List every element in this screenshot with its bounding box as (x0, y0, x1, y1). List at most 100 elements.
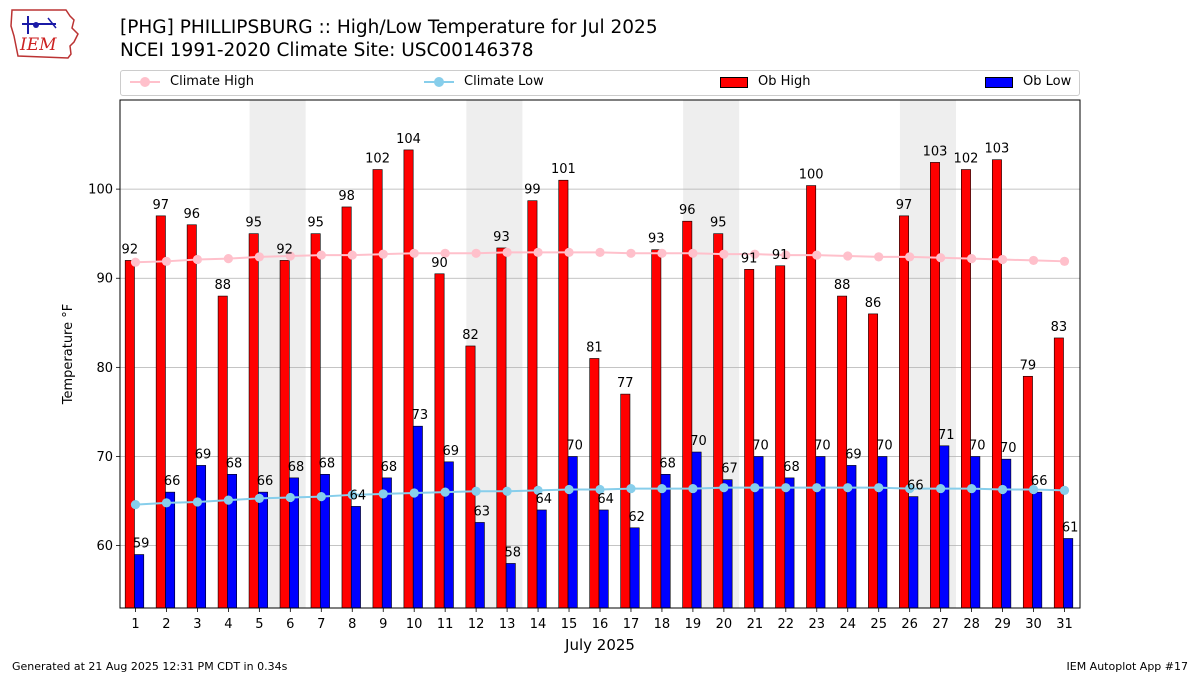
ob-high-label: 91 (741, 251, 758, 266)
ob-low-bar (784, 477, 795, 609)
y-tick-label: 80 (96, 361, 113, 376)
ob-low-bar (908, 496, 919, 609)
ob-high-label: 93 (648, 232, 665, 247)
ob-high-label: 88 (834, 278, 851, 293)
climate-high-point (750, 249, 760, 259)
ob-low-bar (1032, 491, 1043, 609)
x-tick-label: 5 (255, 617, 263, 632)
ob-high-label: 96 (183, 207, 200, 222)
climate-low-point (688, 483, 698, 494)
climate-high-point (812, 250, 822, 260)
ob-high-bar (620, 393, 631, 609)
climate-high-point (874, 252, 884, 262)
climate-high-point (409, 248, 419, 258)
climate-low-point (564, 484, 574, 495)
climate-low-point (130, 500, 141, 510)
climate-high-point (657, 248, 667, 258)
ob-high-bar (961, 169, 971, 609)
climate-high-point (626, 248, 636, 258)
ob-low-label: 62 (628, 510, 645, 525)
climate-high-point (936, 253, 946, 263)
ob-high-label: 88 (214, 278, 231, 293)
ob-low-label: 69 (195, 447, 212, 462)
legend-ob-high-label: Ob High (758, 74, 811, 89)
climate-low-point (874, 483, 884, 493)
ob-low-bar (598, 509, 609, 609)
x-tick-label: 19 (685, 617, 702, 632)
x-tick-label: 31 (1056, 617, 1073, 632)
ob-high-bar (806, 185, 817, 609)
ob-high-bar (465, 345, 476, 609)
ob-high-label: 95 (710, 216, 727, 231)
climate-high-point (378, 249, 388, 259)
legend-climate-high-label: Climate High (170, 74, 255, 89)
x-tick-label: 4 (224, 617, 232, 632)
climate-low-point (967, 483, 977, 494)
ob-high-label: 86 (865, 296, 882, 311)
ob-high-label: 93 (493, 230, 510, 245)
ob-high-bar (248, 233, 259, 609)
x-tick-label: 1 (131, 617, 139, 632)
ob-high-label: 90 (431, 256, 448, 271)
climate-low-point (936, 483, 946, 494)
y-tick-label: 100 (88, 183, 113, 198)
climate-low-point (347, 490, 357, 500)
ob-high-label: 82 (462, 328, 479, 343)
ob-high-label: 92 (276, 242, 293, 257)
ob-low-bar (629, 527, 640, 609)
x-tick-label: 30 (1025, 617, 1042, 632)
ob-low-bar (443, 461, 454, 609)
ob-low-bar (350, 506, 361, 609)
climate-high-point (285, 251, 295, 261)
climate-high-point (130, 257, 141, 267)
climate-low-point (440, 487, 450, 497)
ob-low-bar (165, 491, 176, 609)
climate-high-point (223, 254, 233, 264)
climate-low-point (409, 488, 419, 498)
ob-low-bar (939, 445, 950, 609)
x-tick-label: 29 (994, 617, 1011, 632)
x-tick-label: 16 (592, 617, 609, 632)
climate-low-point (316, 491, 326, 502)
ob-low-label: 71 (938, 428, 955, 443)
ob-low-label: 64 (535, 492, 552, 507)
iem-logo: IEM (10, 9, 79, 59)
climate-high-point (161, 256, 172, 266)
ob-low-bar (567, 456, 578, 609)
climate-low-point (378, 489, 388, 499)
ob-low-bar (970, 456, 981, 609)
ob-high-label: 100 (799, 168, 824, 183)
ob-high-bar (372, 169, 383, 609)
climate-high-point (347, 250, 357, 260)
ob-low-bar (505, 563, 516, 609)
iowa-state-outline-icon (10, 9, 79, 59)
x-tick-label: 6 (286, 617, 294, 632)
ob-low-label: 68 (288, 460, 305, 475)
climate-low-point (502, 486, 512, 496)
climate-low-point (781, 483, 791, 493)
chart-subtitle: NCEI 1991-2020 Climate Site: USC00146378 (120, 40, 534, 61)
ob-low-label: 68 (783, 460, 800, 475)
ob-high-bar (403, 149, 414, 609)
x-tick-label: 27 (932, 617, 949, 632)
ob-low-label: 68 (381, 460, 398, 475)
ob-high-label: 103 (985, 142, 1010, 157)
climate-high-point (1028, 255, 1039, 266)
climate-high-point (595, 247, 605, 257)
x-tick-label: 20 (716, 617, 733, 632)
climate-low-point (657, 483, 667, 494)
x-tick-label: 15 (561, 617, 578, 632)
ob-high-bar (589, 358, 600, 609)
x-tick-label: 9 (379, 617, 387, 632)
x-tick-label: 11 (437, 617, 454, 632)
climate-low-point (471, 486, 481, 496)
ob-high-label: 92 (122, 242, 139, 257)
plot-frame (119, 99, 1081, 609)
ob-low-label: 59 (133, 537, 150, 552)
ob-low-label: 70 (814, 438, 831, 453)
x-tick-label: 7 (317, 617, 325, 632)
ob-high-label: 103 (923, 144, 948, 159)
ob-high-label: 83 (1051, 320, 1068, 335)
ob-low-label: 73 (412, 408, 429, 423)
